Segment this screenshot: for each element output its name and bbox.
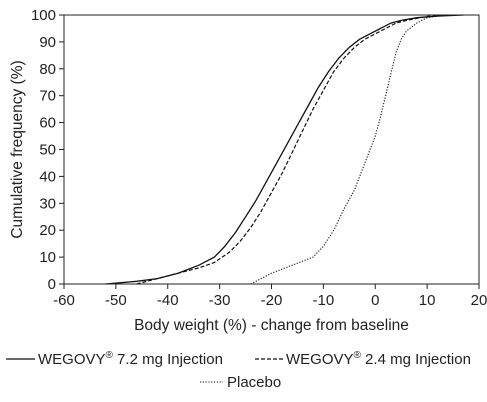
x-tick-label: -10 bbox=[313, 292, 335, 309]
x-tick-label: -30 bbox=[209, 292, 231, 309]
series-line-0 bbox=[105, 14, 464, 285]
x-axis-title: Body weight (%) - change from baseline bbox=[134, 317, 409, 334]
y-tick-label: 0 bbox=[48, 276, 56, 293]
y-tick-label: 60 bbox=[39, 115, 56, 132]
y-tick-label: 90 bbox=[39, 34, 56, 51]
y-tick-label: 40 bbox=[39, 168, 56, 185]
x-tick-label: -50 bbox=[105, 292, 127, 309]
y-tick-label: 80 bbox=[39, 61, 56, 78]
x-tick-label: 20 bbox=[471, 292, 487, 309]
legend: WEGOVY® 7.2 mg Injection WEGOVY® 2.4 mg … bbox=[6, 350, 471, 391]
y-tick-label: 30 bbox=[39, 195, 56, 212]
y-axis-title: Cumulative frequency (%) bbox=[9, 60, 26, 238]
x-tick-label: -40 bbox=[157, 292, 179, 309]
plot-frame bbox=[63, 14, 480, 285]
x-tick-label: 10 bbox=[419, 292, 436, 309]
series-line-1 bbox=[136, 14, 448, 285]
y-tick-label: 10 bbox=[39, 249, 56, 266]
y-tick-label: 20 bbox=[39, 222, 56, 239]
x-tick-labels: -60 -50 -40 -30 -20 -10 0 10 20 bbox=[53, 292, 487, 309]
x-tick-label: -60 bbox=[53, 292, 75, 309]
y-tick-marks bbox=[59, 14, 64, 285]
x-tick-label: 0 bbox=[371, 292, 379, 309]
x-tick-marks bbox=[63, 284, 480, 289]
x-tick-label: -20 bbox=[261, 292, 283, 309]
legend-label-wegovy-7-2: WEGOVY® 7.2 mg Injection bbox=[38, 350, 223, 368]
y-tick-label: 50 bbox=[39, 142, 56, 159]
y-tick-label: 100 bbox=[31, 7, 56, 24]
series-lines bbox=[105, 14, 464, 285]
series-line-2 bbox=[250, 14, 448, 285]
legend-label-wegovy-2-4: WEGOVY® 2.4 mg Injection bbox=[286, 350, 471, 368]
y-tick-label: 70 bbox=[39, 88, 56, 105]
y-tick-labels: 0 10 20 30 40 50 60 70 80 90 100 bbox=[31, 7, 56, 293]
legend-label-placebo: Placebo bbox=[227, 374, 281, 391]
